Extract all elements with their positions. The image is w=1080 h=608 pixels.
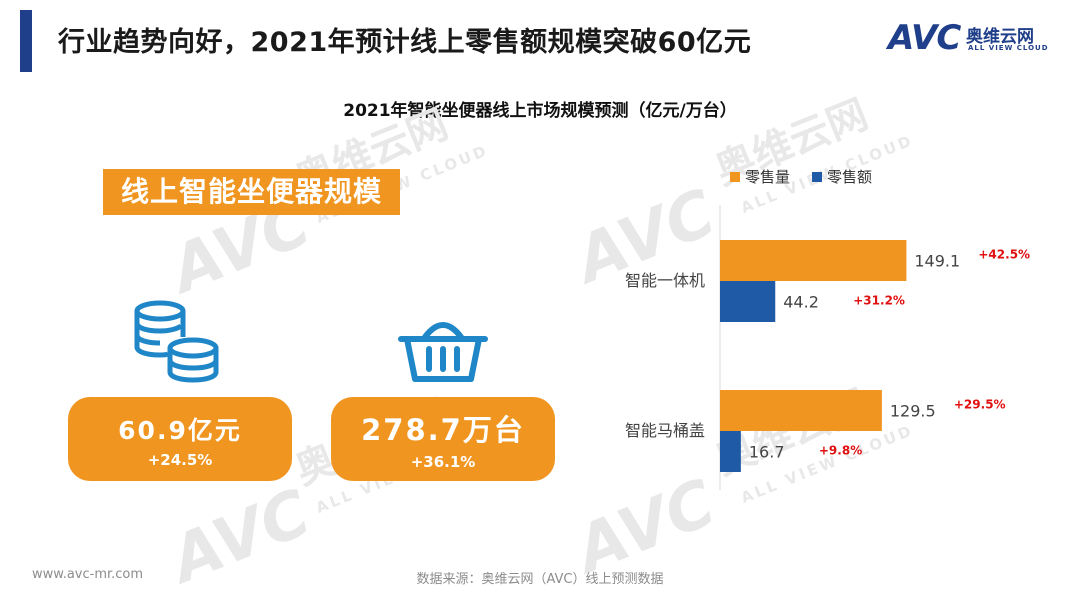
category-label: 智能马桶盖 bbox=[625, 421, 705, 440]
logo-brand: AVC bbox=[888, 18, 961, 58]
data-source-note: 数据来源：奥维云网（AVC）线上预测数据 bbox=[416, 572, 664, 587]
volume-growth: +36.1% bbox=[410, 453, 476, 471]
legend-label-1: 零售额 bbox=[827, 168, 872, 186]
growth-label: +9.8% bbox=[819, 444, 862, 458]
legend-swatch-1 bbox=[812, 172, 822, 182]
value-label: 149.1 bbox=[914, 252, 960, 271]
revenue-value: 60.9亿元 bbox=[118, 416, 242, 445]
avc-logo: AVC 奥维云网 ALL VIEW CLOUD bbox=[888, 18, 1058, 62]
logo-english-name: ALL VIEW CLOUD bbox=[968, 44, 1049, 52]
website-url: www.avc-mr.com bbox=[32, 567, 144, 582]
bar-0-1 bbox=[720, 390, 882, 431]
volume-summary-pill: 278.7万台 +36.1% bbox=[331, 397, 555, 481]
bar-1-0 bbox=[720, 281, 776, 322]
legend-label-0: 零售量 bbox=[745, 168, 790, 186]
logo-chinese-name: 奥维云网 bbox=[966, 27, 1034, 47]
chart-title: 2021年智能坐便器线上市场规模预测（亿元/万台） bbox=[343, 101, 737, 121]
coins-icon bbox=[132, 300, 224, 390]
revenue-summary-pill: 60.9亿元 +24.5% bbox=[68, 397, 292, 481]
growth-label: +29.5% bbox=[954, 398, 1006, 412]
value-label: 16.7 bbox=[749, 443, 785, 462]
title-accent-bar bbox=[20, 10, 32, 72]
category-label: 智能一体机 bbox=[625, 271, 705, 290]
legend-swatch-0 bbox=[730, 172, 740, 182]
page-title: 行业趋势向好，2021年预计线上零售额规模突破60亿元 bbox=[58, 27, 752, 58]
revenue-growth: +24.5% bbox=[147, 451, 213, 469]
growth-label: +31.2% bbox=[853, 294, 905, 308]
volume-value: 278.7万台 bbox=[361, 413, 525, 447]
bar-1-1 bbox=[720, 431, 741, 472]
bar-0-0 bbox=[720, 240, 907, 281]
shopping-basket-icon bbox=[395, 315, 491, 391]
growth-label: +42.5% bbox=[978, 248, 1030, 262]
section-heading: 线上智能坐便器规模 bbox=[103, 169, 400, 215]
value-label: 129.5 bbox=[890, 402, 936, 421]
value-label: 44.2 bbox=[783, 293, 819, 312]
